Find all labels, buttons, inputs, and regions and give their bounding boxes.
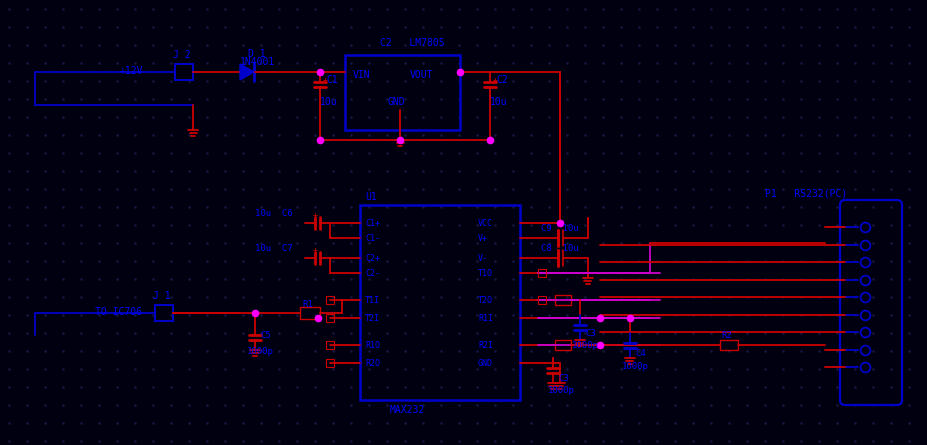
Text: T2O: T2O bbox=[478, 295, 493, 304]
Text: C2   LM7805: C2 LM7805 bbox=[380, 38, 445, 48]
Text: C3: C3 bbox=[585, 328, 596, 337]
Text: R2I: R2I bbox=[478, 340, 493, 349]
Text: +: + bbox=[493, 76, 498, 85]
Text: 10u: 10u bbox=[320, 97, 337, 107]
Text: C2+: C2+ bbox=[365, 254, 380, 263]
Text: VCC: VCC bbox=[478, 218, 493, 227]
Text: +: + bbox=[313, 246, 318, 255]
Text: TO IC706: TO IC706 bbox=[95, 307, 142, 317]
Text: VOUT: VOUT bbox=[410, 70, 434, 80]
Text: +: + bbox=[323, 76, 328, 85]
Text: C1-: C1- bbox=[365, 234, 380, 243]
Bar bbox=[326, 314, 334, 322]
Bar bbox=[555, 295, 571, 305]
Bar bbox=[360, 205, 520, 400]
Text: C8  10u: C8 10u bbox=[541, 243, 578, 252]
Text: C3: C3 bbox=[558, 373, 569, 383]
Bar bbox=[326, 359, 334, 367]
Bar bbox=[326, 296, 334, 304]
Text: R1I: R1I bbox=[478, 313, 493, 323]
Text: 1000p: 1000p bbox=[247, 347, 273, 356]
Text: R2: R2 bbox=[721, 331, 731, 340]
Bar bbox=[538, 296, 546, 304]
Text: C4: C4 bbox=[635, 348, 646, 357]
Bar bbox=[175, 64, 193, 80]
Text: J 2: J 2 bbox=[173, 50, 191, 60]
Text: C1: C1 bbox=[326, 75, 337, 85]
Text: GND: GND bbox=[387, 97, 404, 107]
Text: C9  10u: C9 10u bbox=[541, 223, 578, 232]
Text: V-: V- bbox=[478, 254, 488, 263]
Text: 1000p: 1000p bbox=[622, 361, 649, 371]
Bar bbox=[326, 341, 334, 349]
Text: 1000p: 1000p bbox=[572, 340, 599, 349]
Text: R1: R1 bbox=[302, 299, 312, 308]
Text: D 1: D 1 bbox=[248, 49, 266, 59]
Text: T1I: T1I bbox=[365, 295, 380, 304]
Text: GND: GND bbox=[478, 359, 493, 368]
Text: VIN: VIN bbox=[353, 70, 371, 80]
Bar bbox=[538, 269, 546, 277]
Text: T1O: T1O bbox=[478, 268, 493, 278]
Text: P1   RS232(PC): P1 RS232(PC) bbox=[765, 188, 847, 198]
Text: C2-: C2- bbox=[365, 268, 380, 278]
Text: 1000p: 1000p bbox=[548, 385, 575, 395]
Text: 10u  C7: 10u C7 bbox=[255, 243, 293, 252]
Text: R1O: R1O bbox=[365, 340, 380, 349]
Text: MAX232: MAX232 bbox=[390, 405, 425, 415]
Text: T2I: T2I bbox=[365, 313, 380, 323]
Text: U1: U1 bbox=[365, 192, 376, 202]
Bar bbox=[155, 305, 173, 321]
Bar bbox=[720, 340, 738, 350]
Text: R2O: R2O bbox=[365, 359, 380, 368]
Bar bbox=[345, 55, 460, 130]
Text: 10u  C6: 10u C6 bbox=[255, 209, 293, 218]
Bar bbox=[300, 307, 320, 319]
Text: C1+: C1+ bbox=[365, 218, 380, 227]
Text: +12V: +12V bbox=[120, 66, 144, 76]
Bar bbox=[555, 340, 571, 350]
Text: J 1: J 1 bbox=[153, 291, 171, 301]
Polygon shape bbox=[240, 64, 254, 80]
Text: C2: C2 bbox=[496, 75, 508, 85]
Text: +: + bbox=[313, 210, 318, 219]
Text: 10u: 10u bbox=[490, 97, 508, 107]
Text: 1N4001: 1N4001 bbox=[240, 57, 275, 67]
Text: C5: C5 bbox=[260, 331, 271, 340]
Text: V+: V+ bbox=[478, 234, 488, 243]
